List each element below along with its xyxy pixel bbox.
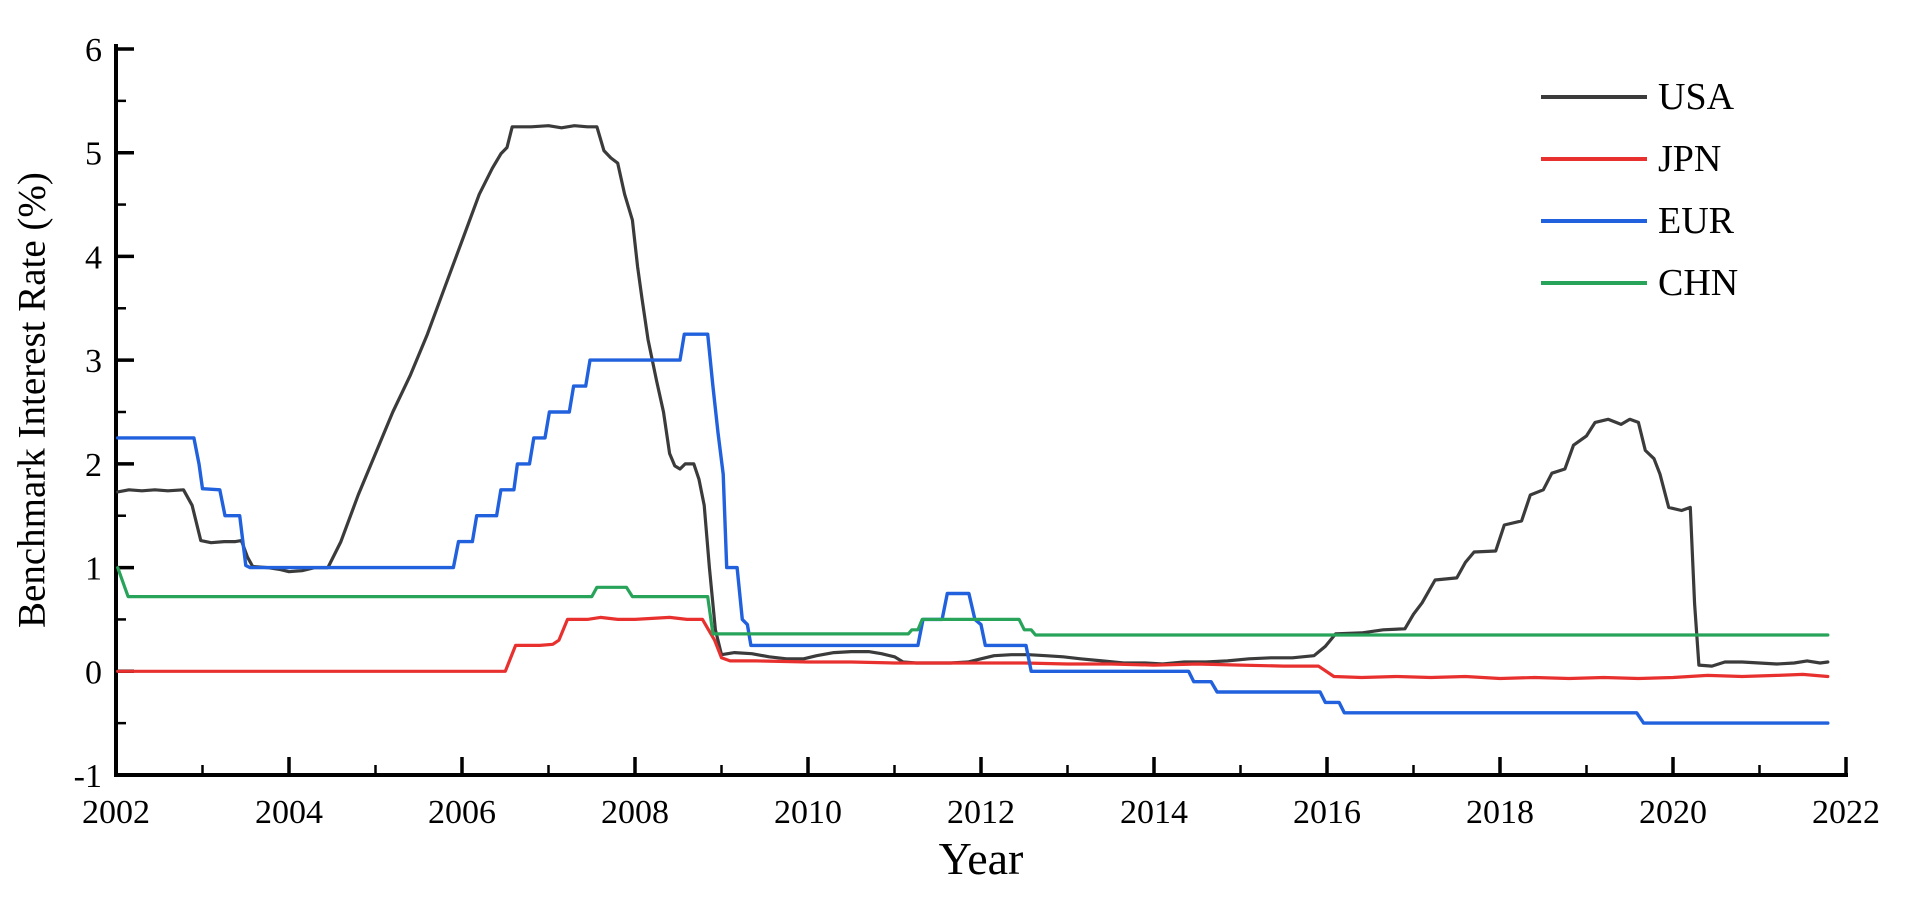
y-tick-label: 2 <box>85 447 102 484</box>
y-axis-title: Benchmark Interest Rate (%) <box>10 172 54 628</box>
usa-line-swatch <box>1541 95 1647 99</box>
legend-item-eur: EUR <box>1541 190 1738 252</box>
y-tick-label: 4 <box>85 239 102 276</box>
x-tick-label: 2002 <box>82 794 150 831</box>
legend-item-jpn: JPN <box>1541 128 1738 190</box>
eur-line-swatch <box>1541 219 1647 223</box>
x-tick-label: 2010 <box>774 794 842 831</box>
x-tick-label: 2022 <box>1812 794 1880 831</box>
x-tick-label: 2012 <box>947 794 1015 831</box>
legend-label-chn: CHN <box>1658 262 1739 304</box>
x-tick-label: 2006 <box>428 794 496 831</box>
x-tick-label: 2008 <box>601 794 669 831</box>
y-tick-label: 0 <box>85 654 102 691</box>
y-tick-label: 6 <box>85 32 102 69</box>
legend: USA JPN EUR CHN <box>1541 66 1738 314</box>
x-tick-label: 2016 <box>1293 794 1361 831</box>
legend-item-chn: CHN <box>1541 252 1738 314</box>
legend-label-eur: EUR <box>1658 200 1734 242</box>
x-tick-label: 2018 <box>1466 794 1534 831</box>
x-axis-title: Year <box>938 833 1024 884</box>
y-tick-label: 1 <box>85 551 102 588</box>
eur-line <box>116 332 1830 725</box>
chn-line <box>116 566 1830 637</box>
chn-line-swatch <box>1541 281 1647 285</box>
legend-label-jpn: JPN <box>1658 138 1722 180</box>
legend-label-usa: USA <box>1658 76 1735 118</box>
x-tick-label: 2020 <box>1639 794 1707 831</box>
x-tick-label: 2004 <box>255 794 323 831</box>
jpn-line <box>116 615 1830 681</box>
y-tick-label: -1 <box>74 758 102 795</box>
x-tick-label: 2014 <box>1120 794 1188 831</box>
y-tick-label: 5 <box>85 136 102 173</box>
usa-line <box>116 124 1830 668</box>
y-tick-label: 3 <box>85 343 102 380</box>
jpn-line-swatch <box>1541 157 1647 161</box>
legend-item-usa: USA <box>1541 66 1738 128</box>
